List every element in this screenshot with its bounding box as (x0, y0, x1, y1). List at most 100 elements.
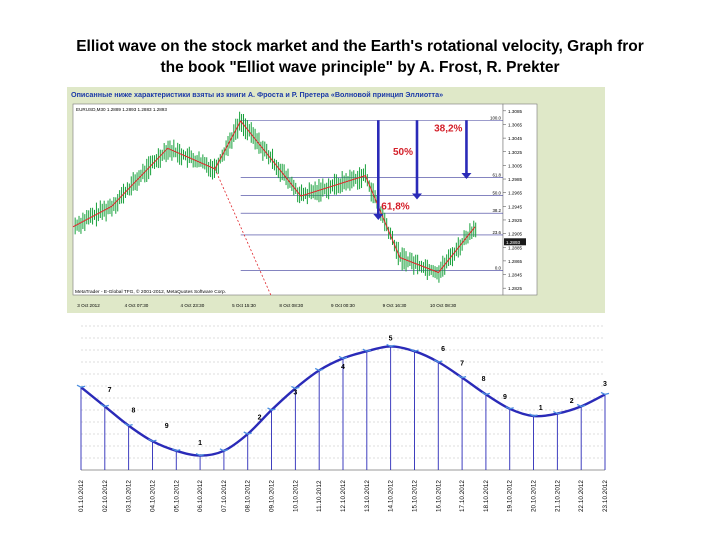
data-marker (481, 391, 491, 396)
stock-price-scale (502, 103, 538, 296)
retracement-label: 50% (393, 147, 413, 158)
date-tick-label: 06.10.2012 (197, 480, 204, 512)
data-marker (529, 413, 538, 417)
data-marker (553, 411, 562, 415)
data-marker (410, 348, 419, 352)
stock-caption: Описанные ниже характеристики взяты из к… (71, 90, 443, 99)
date-tick-label: 12.10.2012 (340, 480, 347, 512)
date-tick-label: 21.10.2012 (554, 480, 561, 512)
retracement-label: 61,8% (381, 202, 409, 213)
date-tick-label: 05.10.2012 (173, 480, 180, 512)
wave-projection-line (214, 168, 272, 296)
wave-number-label: 4 (341, 364, 345, 371)
date-tick-label: 19.10.2012 (507, 480, 514, 512)
stock-plot-area (72, 103, 504, 296)
stock-chart-panel: Описанные ниже характеристики взяты из к… (67, 87, 605, 313)
stock-price-tick: 1.2985 (508, 177, 522, 182)
stock-price-tick: 1.3005 (508, 163, 522, 168)
data-marker (124, 423, 133, 427)
date-tick-label: 11.10.2012 (316, 480, 323, 512)
data-marker (600, 391, 610, 396)
data-marker (314, 367, 324, 372)
stock-current-price: 1.2893 (506, 240, 520, 245)
fib-level-label: 100.0 (490, 115, 502, 120)
date-tick-label: 13.10.2012 (364, 480, 371, 512)
data-marker (505, 406, 514, 410)
stock-price-tick: 1.3085 (508, 109, 522, 114)
data-marker (457, 375, 467, 379)
date-tick-label: 09.10.2012 (269, 480, 276, 512)
stock-price-tick: 1.2945 (508, 204, 522, 209)
date-tick-label: 16.10.2012 (435, 480, 442, 512)
wave-number-label: 9 (503, 394, 507, 401)
date-tick-label: 03.10.2012 (126, 480, 133, 512)
stock-chart: Описанные ниже характеристики взяты из к… (71, 90, 538, 308)
stock-price-tick: 1.2925 (508, 218, 522, 223)
data-marker (386, 343, 395, 348)
date-tick-label: 15.10.2012 (411, 480, 418, 512)
slide-title-line-2: the book "Elliot wave principle" by A. F… (160, 59, 560, 76)
wave-number-label: 7 (460, 361, 464, 368)
stock-header: EURUSD,M30 1.2889 1.2893 1.2883 1.2893 (76, 107, 167, 112)
stock-footer: MetaTrader - E-Global TFG, © 2001-2012, … (75, 288, 226, 295)
stock-time-tick: 4 Oct 07:30 (125, 303, 149, 308)
data-marker (243, 431, 252, 435)
date-tick-label: 14.10.2012 (388, 480, 395, 512)
stock-time-tick: 8 Oct 08:30 (279, 303, 303, 308)
date-tick-label: 10.10.2012 (292, 480, 299, 512)
retracement-arrow-head (373, 213, 384, 220)
retracement-arrow-head (461, 173, 472, 180)
wave-number-label: 2 (258, 415, 262, 422)
stock-time-tick: 4 Oct 23:30 (181, 303, 205, 308)
stock-price-tick: 1.3045 (508, 136, 522, 141)
wave-number-label: 8 (482, 376, 486, 383)
stock-current-price-tag (504, 238, 526, 246)
date-tick-label: 02.10.2012 (102, 480, 109, 512)
data-marker (291, 385, 300, 390)
stock-price-tick: 1.2885 (508, 245, 522, 250)
stock-price-tick: 1.3065 (508, 122, 522, 127)
data-marker (195, 453, 205, 457)
stock-price-tick: 1.2845 (508, 273, 522, 278)
data-marker (362, 348, 371, 352)
slide-title: Elliot wave on the stock market and the … (40, 36, 680, 78)
data-marker (433, 359, 443, 363)
fib-level-label: 0.0 (495, 265, 502, 270)
fib-level-label: 61.8 (492, 173, 501, 178)
date-tick-label: 18.10.2012 (483, 480, 490, 512)
data-marker (219, 448, 229, 452)
wave-number-label: 6 (441, 346, 445, 353)
fib-level-label: 50.0 (492, 190, 501, 195)
data-marker (100, 403, 109, 408)
stock-price-tick: 1.2825 (508, 286, 522, 291)
stock-time-tick: 10 Oct 08:30 (430, 303, 457, 308)
date-tick-label: 23.10.2012 (602, 480, 609, 512)
stock-time-tick: 5 Oct 15:30 (232, 303, 256, 308)
stock-price-tick: 1.3025 (508, 150, 522, 155)
date-tick-label: 04.10.2012 (149, 480, 156, 512)
wave-number-label: 2 (570, 398, 574, 405)
stock-time-tick: 9 Oct 16:30 (383, 303, 407, 308)
stock-price-tick: 1.2865 (508, 259, 522, 264)
wave-number-label: 1 (198, 440, 202, 447)
data-marker (338, 355, 348, 360)
data-marker (576, 403, 586, 408)
data-marker (76, 384, 86, 388)
wave-number-label: 5 (389, 335, 393, 342)
wave-number-label: 7 (108, 387, 112, 394)
retracement-arrow-head (412, 193, 422, 200)
stock-time-tick: 3 Oct 2012 (77, 303, 100, 308)
fib-level-label: 38.2 (492, 208, 501, 213)
slide-title-line-1: Elliot wave on the stock market and the … (76, 38, 644, 55)
wave-number-label: 3 (603, 381, 607, 388)
wave-number-label: 3 (293, 389, 297, 396)
date-tick-label: 08.10.2012 (245, 480, 252, 512)
date-tick-label: 20.10.2012 (531, 480, 538, 512)
data-marker (148, 438, 157, 442)
rotation-velocity-chart: 7 8 9 1 2 3 4 5 6 7 8 9 1 2 3 01.10.2012 02.10.2012 03.10… (76, 325, 610, 512)
elliott-wave-path (72, 120, 476, 274)
wave-number-label: 8 (131, 407, 135, 414)
retracement-label: 38,2% (434, 123, 462, 134)
data-marker (267, 407, 276, 411)
wave-number-label: 1 (539, 405, 543, 412)
